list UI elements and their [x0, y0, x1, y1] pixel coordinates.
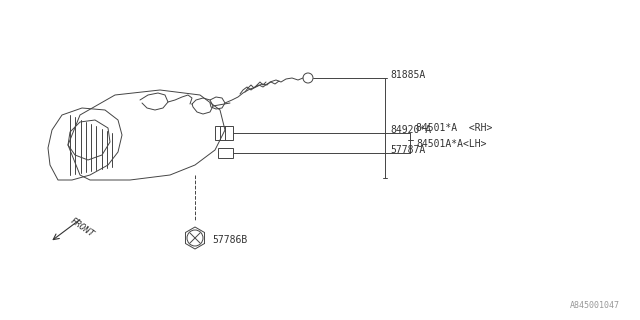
Text: 81885A: 81885A — [390, 70, 425, 80]
Text: A845001047: A845001047 — [570, 301, 620, 310]
Text: 84920*A: 84920*A — [390, 125, 431, 135]
Text: 84501*A  <RH>: 84501*A <RH> — [416, 123, 492, 133]
Text: 84501A*A<LH>: 84501A*A<LH> — [416, 139, 486, 149]
Text: FRONT: FRONT — [68, 217, 95, 239]
Text: 57787A: 57787A — [390, 145, 425, 155]
Text: 57786B: 57786B — [212, 235, 247, 245]
